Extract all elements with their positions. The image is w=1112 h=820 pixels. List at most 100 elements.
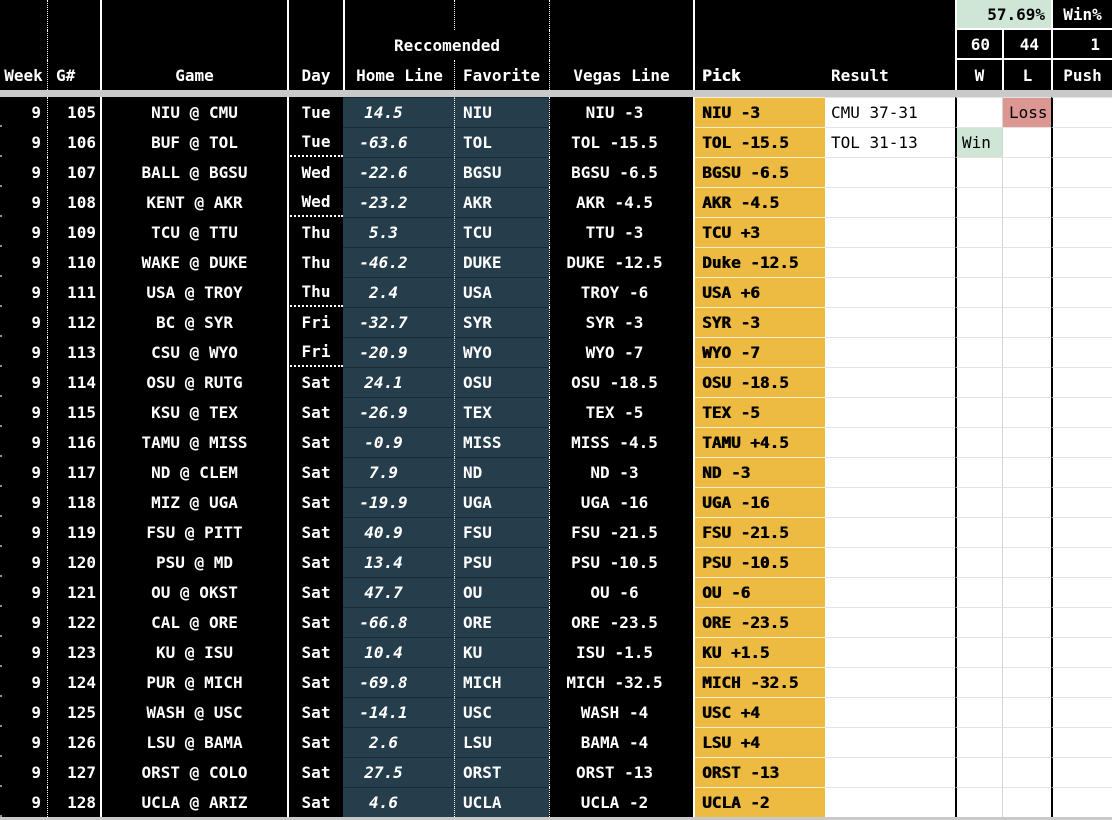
cell-week[interactable]: 9 [0,517,47,547]
cell-vegas-line[interactable]: TEX -5 [549,397,693,427]
cell-week[interactable]: 9 [0,697,47,727]
cell-game[interactable]: PUR @ MICH [100,667,287,697]
cell-home-line[interactable]: -20.9 [343,337,454,367]
cell-pick[interactable]: AKR -4.5 [693,187,825,217]
win-percentage-value[interactable]: 57.69% [955,0,1051,30]
cell-week[interactable]: 9 [0,667,47,697]
cell-vegas-line[interactable]: ISU -1.5 [549,637,693,667]
cell-game[interactable]: CAL @ ORE [100,607,287,637]
col-header-push[interactable]: Push [1051,60,1112,90]
cell-push[interactable] [1051,607,1112,637]
cell-day[interactable]: Wed [287,157,343,187]
cell-result[interactable] [825,337,955,367]
cell-game[interactable]: TAMU @ MISS [100,427,287,457]
cell-win[interactable] [955,607,1002,637]
cell-push[interactable] [1051,97,1112,127]
cell-week[interactable]: 9 [0,187,47,217]
cell-win[interactable] [955,217,1002,247]
cell-game-number[interactable]: 115 [47,397,100,427]
cell-week[interactable]: 9 [0,97,47,127]
cell-push[interactable] [1051,247,1112,277]
cell-pick[interactable]: USC +4 [693,697,825,727]
cell-pick[interactable]: WYO -7 [693,337,825,367]
cell-vegas-line[interactable]: WYO -7 [549,337,693,367]
cell-game[interactable]: ORST @ COLO [100,757,287,787]
cell-push[interactable] [1051,337,1112,367]
win-percentage-label[interactable]: Win% [1051,0,1112,30]
cell-push[interactable] [1051,637,1112,667]
cell-vegas-line[interactable]: BGSU -6.5 [549,157,693,187]
cell-week[interactable]: 9 [0,457,47,487]
cell-home-line[interactable]: -22.6 [343,157,454,187]
cell-win[interactable] [955,787,1002,817]
cell-loss[interactable] [1002,757,1051,787]
cell-game-number[interactable]: 122 [47,607,100,637]
cell-loss[interactable] [1002,457,1051,487]
cell-week[interactable]: 9 [0,727,47,757]
cell-pick[interactable]: TCU +3 [693,217,825,247]
cell-result[interactable] [825,277,955,307]
cell-pick[interactable]: Duke -12.5 [693,247,825,277]
col-header-home-line[interactable]: Home Line [343,60,454,90]
cell-favorite[interactable]: BGSU [454,157,549,187]
cell-home-line[interactable]: 4.6 [343,787,454,817]
cell-day[interactable]: Sat [287,367,343,397]
cell-game[interactable]: TCU @ TTU [100,217,287,247]
cell-game-number[interactable]: 113 [47,337,100,367]
cell-game-number[interactable]: 120 [47,547,100,577]
cell-home-line[interactable]: -0.9 [343,427,454,457]
cell-game[interactable]: WAKE @ DUKE [100,247,287,277]
cell-push[interactable] [1051,517,1112,547]
cell-home-line[interactable]: -63.6 [343,127,454,157]
cell-result[interactable] [825,547,955,577]
cell-win[interactable] [955,517,1002,547]
cell-push[interactable] [1051,127,1112,157]
pushes-count[interactable]: 1 [1051,30,1112,60]
cell-vegas-line[interactable]: AKR -4.5 [549,187,693,217]
cell-favorite[interactable]: AKR [454,187,549,217]
cell-day[interactable]: Sat [287,757,343,787]
cell-pick[interactable]: SYR -3 [693,307,825,337]
cell-week[interactable]: 9 [0,217,47,247]
cell-loss[interactable] [1002,247,1051,277]
cell-push[interactable] [1051,157,1112,187]
cell-win[interactable] [955,97,1002,127]
cell-vegas-line[interactable]: NIU -3 [549,97,693,127]
cell-loss[interactable] [1002,787,1051,817]
cell-week[interactable]: 9 [0,607,47,637]
cell-result[interactable] [825,427,955,457]
cell-day[interactable]: Thu [287,217,343,247]
cell-loss[interactable] [1002,577,1051,607]
col-header-game-number[interactable]: G# [47,60,100,90]
cell-home-line[interactable]: -46.2 [343,247,454,277]
cell-favorite[interactable]: FSU [454,517,549,547]
cell-day[interactable]: Sat [287,547,343,577]
cell-loss[interactable] [1002,397,1051,427]
cell-day[interactable]: Sat [287,787,343,817]
cell-vegas-line[interactable]: PSU -10.5 [549,547,693,577]
cell-push[interactable] [1051,727,1112,757]
cell-push[interactable] [1051,697,1112,727]
cell-result[interactable] [825,397,955,427]
cell-push[interactable] [1051,397,1112,427]
cell-vegas-line[interactable]: FSU -21.5 [549,517,693,547]
cell-game[interactable]: FSU @ PITT [100,517,287,547]
cell-loss[interactable] [1002,427,1051,457]
cell-game[interactable]: BC @ SYR [100,307,287,337]
cell-favorite[interactable]: KU [454,637,549,667]
cell-game[interactable]: USA @ TROY [100,277,287,307]
cell-game-number[interactable]: 109 [47,217,100,247]
cell-push[interactable] [1051,367,1112,397]
cell-home-line[interactable]: -69.8 [343,667,454,697]
cell-pick[interactable]: FSU -21.5 [693,517,825,547]
cell-day[interactable]: Sat [287,397,343,427]
cell-game-number[interactable]: 114 [47,367,100,397]
cell-day[interactable]: Fri [287,307,343,337]
cell-win[interactable] [955,487,1002,517]
cell-push[interactable] [1051,667,1112,697]
cell-game[interactable]: OSU @ RUTG [100,367,287,397]
cell-vegas-line[interactable]: BAMA -4 [549,727,693,757]
cell-week[interactable]: 9 [0,247,47,277]
cell-week[interactable]: 9 [0,787,47,817]
cell-vegas-line[interactable]: UCLA -2 [549,787,693,817]
